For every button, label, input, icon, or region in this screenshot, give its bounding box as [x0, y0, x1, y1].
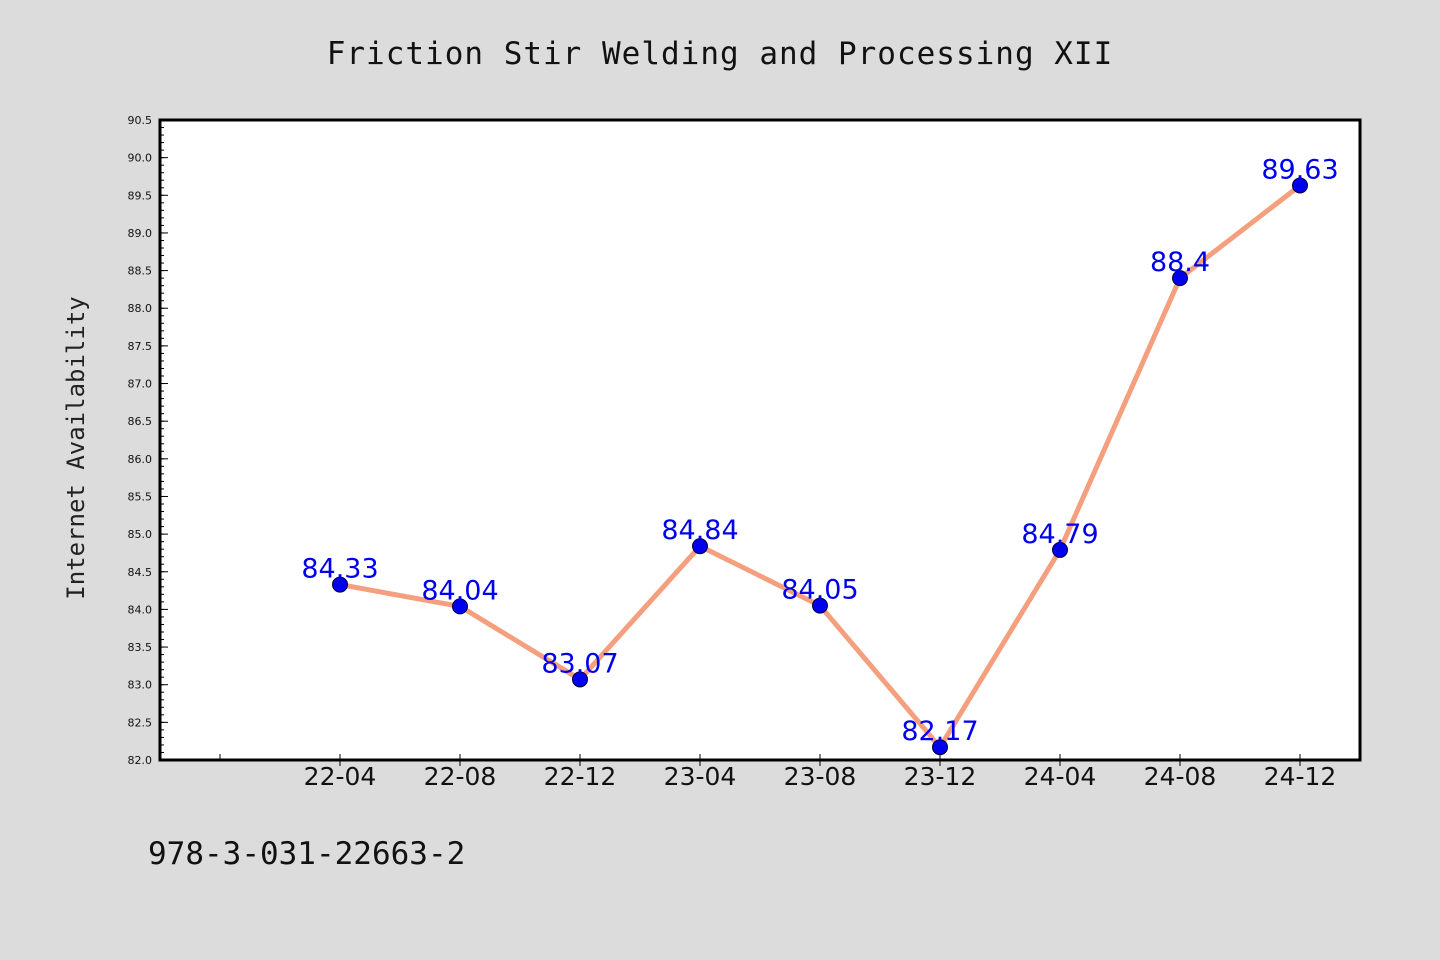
data-point [692, 538, 708, 555]
x-tick-label: 22-12 [544, 762, 617, 791]
data-point [1292, 177, 1308, 194]
y-axis-label: Internet Availability [62, 296, 90, 599]
plot-frame [158, 118, 1362, 762]
y-tick-label: 85.0 [128, 528, 153, 541]
y-tick-label: 82.0 [128, 754, 153, 767]
y-tick-label: 90.5 [128, 114, 153, 127]
data-label: 89.63 [1261, 155, 1338, 186]
y-tick-label: 88.0 [128, 302, 153, 315]
x-tick-label: 23-12 [904, 762, 977, 791]
y-tick-label: 82.5 [128, 716, 153, 729]
data-point [812, 597, 828, 614]
y-tick-label: 90.0 [128, 152, 153, 165]
x-tick-label: 24-04 [1024, 762, 1097, 791]
data-series: 84.33 84.04 83.07 84.84 84.05 82.17 84.79 88.4 8… [301, 155, 1339, 756]
y-tick-label: 87.0 [128, 378, 153, 391]
y-tick-label: 85.5 [128, 490, 153, 503]
x-axis: 22-04 22-08 22-12 23-04 23-08 23-12 24-04 24-08… [219, 754, 1337, 791]
data-point [932, 739, 948, 756]
y-axis: 82.0 82.5 83.0 83.5 84.0 84.5 85.0 85.5 86.0 86.5… [128, 114, 168, 767]
data-label: 84.84 [661, 515, 738, 546]
x-tick-label: 23-04 [664, 762, 737, 791]
data-label: 84.79 [1021, 519, 1098, 550]
x-tick-label: 23-08 [784, 762, 857, 791]
data-label: 88.4 [1150, 247, 1210, 278]
y-tick-label: 83.5 [128, 641, 153, 654]
y-tick-label: 87.5 [128, 340, 153, 353]
y-tick-label: 86.5 [128, 415, 153, 428]
x-tick-label: 22-08 [424, 762, 497, 791]
isbn-label: 978-3-031-22663-2 [148, 836, 465, 872]
data-point [572, 671, 588, 688]
plot-area [160, 120, 1360, 760]
data-label: 84.33 [301, 554, 378, 585]
data-point [1172, 270, 1188, 287]
x-tick-label: 24-08 [1144, 762, 1217, 791]
y-tick-label: 83.0 [128, 679, 153, 692]
x-tick-label: 22-04 [304, 762, 377, 791]
data-label: 82.17 [901, 716, 978, 747]
data-label: 84.05 [781, 575, 858, 606]
y-tick-label: 86.0 [128, 453, 153, 466]
data-point [332, 576, 348, 593]
y-tick-label: 84.5 [128, 566, 153, 579]
y-tick-label: 88.5 [128, 265, 153, 278]
x-tick-label: 24-12 [1264, 762, 1337, 791]
y-tick-label: 89.5 [128, 189, 153, 202]
data-point [1052, 541, 1068, 558]
data-label: 83.07 [541, 648, 618, 679]
y-tick-label: 84.0 [128, 603, 153, 616]
y-tick-label: 89.0 [128, 227, 153, 240]
data-point [452, 598, 468, 615]
chart-title: Friction Stir Welding and Processing XII [327, 36, 1114, 72]
data-label: 84.04 [421, 575, 498, 606]
